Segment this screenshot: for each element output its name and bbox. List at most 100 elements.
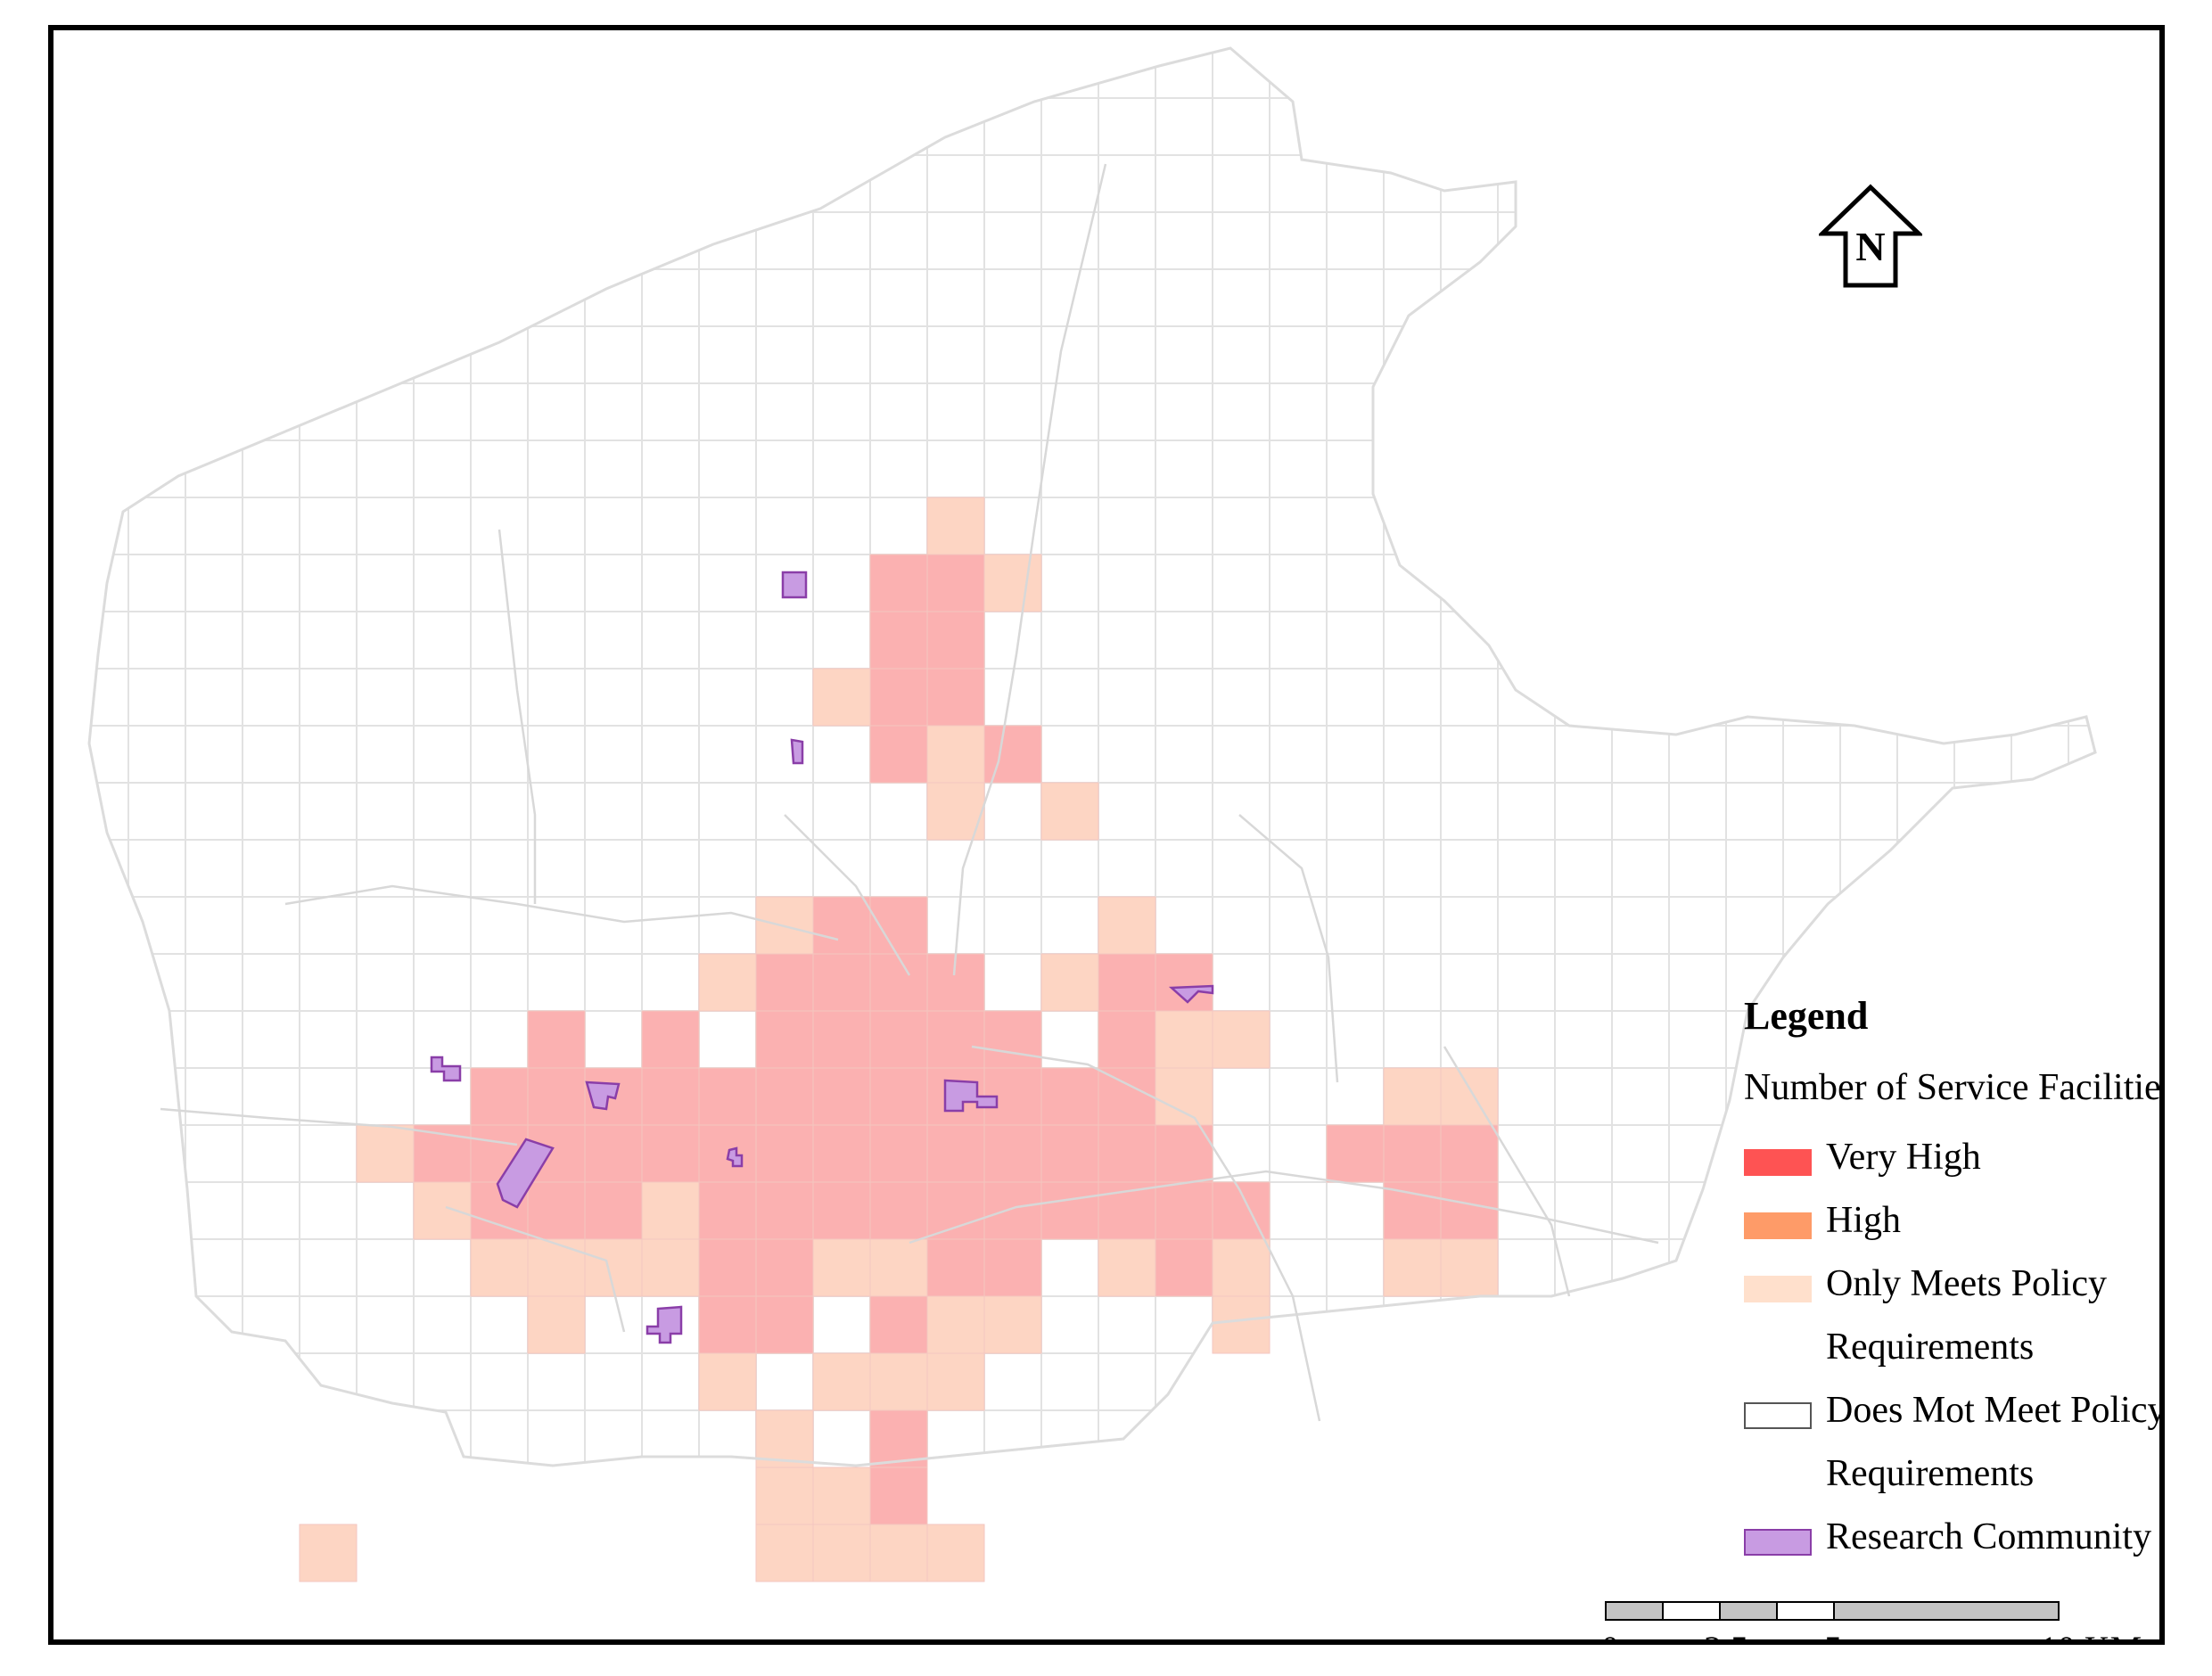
legend-label-research-community: Research Community [1826, 1516, 2152, 1557]
service-cell [926, 1238, 985, 1297]
legend-swatch-research-community [1744, 1529, 1812, 1556]
service-cell [869, 1181, 928, 1240]
research-community-polygon[interactable] [585, 1080, 621, 1111]
service-cell [812, 953, 871, 1012]
service-cell [812, 1124, 871, 1183]
service-cell [755, 953, 814, 1012]
research-community-polygon[interactable] [430, 1056, 462, 1082]
service-cell [1383, 1181, 1442, 1240]
service-cell [1098, 1238, 1156, 1297]
research-community-polygon[interactable] [726, 1146, 744, 1168]
research-community-polygon[interactable] [1168, 984, 1214, 1004]
service-cell [983, 1295, 1042, 1354]
service-cell [641, 1067, 700, 1126]
research-community-polygon[interactable] [943, 1079, 999, 1113]
research-community-polygon[interactable] [496, 1138, 555, 1209]
service-cell [812, 1010, 871, 1069]
service-cell [1440, 1238, 1499, 1297]
service-cell [926, 611, 985, 670]
scale-label-5: 5 [1824, 1628, 1842, 1639]
research-community-polygon[interactable] [790, 738, 804, 765]
service-cell [641, 1181, 700, 1240]
service-cell [299, 1524, 358, 1582]
service-cell [1212, 1010, 1270, 1069]
service-cell [698, 1067, 757, 1126]
service-cell [1155, 1067, 1213, 1126]
service-cell [812, 896, 871, 955]
legend-label-does-not-meet-line1: Does Mot Meet Policy [1826, 1390, 2165, 1431]
service-cell [926, 554, 985, 612]
service-cell [812, 1524, 871, 1582]
service-cell [926, 1124, 985, 1183]
service-cell [1098, 1067, 1156, 1126]
map-frame: N Legend Number of Service Facilities Ve… [48, 25, 2165, 1645]
service-cell [1440, 1067, 1499, 1126]
service-cell [1155, 1124, 1213, 1183]
service-cell [926, 497, 985, 555]
service-cell [527, 1238, 586, 1297]
service-cell [926, 1181, 985, 1240]
service-cell [869, 1010, 928, 1069]
service-cell [1040, 1124, 1099, 1183]
service-cell [641, 1124, 700, 1183]
service-cell [755, 1466, 814, 1525]
service-cell [755, 1295, 814, 1354]
service-cell [983, 1181, 1042, 1240]
service-cell [869, 668, 928, 727]
service-cell [869, 554, 928, 612]
service-cell [1383, 1124, 1442, 1183]
service-cell [755, 1010, 814, 1069]
legend-swatch-very-high [1744, 1149, 1812, 1176]
service-cell [1155, 1181, 1213, 1240]
service-cell [1040, 1067, 1099, 1126]
service-cell [812, 1067, 871, 1126]
service-cell [1098, 953, 1156, 1012]
service-cell [527, 1295, 586, 1354]
service-cell [641, 1010, 700, 1069]
service-cell [527, 1010, 586, 1069]
service-cell [983, 1238, 1042, 1297]
service-cell [869, 1238, 928, 1297]
study-area-boundary [87, 46, 2097, 1467]
research-community-polygon[interactable] [781, 571, 808, 599]
legend-title: Legend [1744, 994, 1869, 1038]
service-cell [869, 1124, 928, 1183]
road-network [160, 163, 1659, 1422]
service-cell [812, 1238, 871, 1297]
service-cell [1212, 1295, 1270, 1354]
service-cell [698, 1352, 757, 1411]
legend-swatch-high [1744, 1212, 1812, 1239]
service-cell [926, 1524, 985, 1582]
service-cell [698, 1238, 757, 1297]
service-cell [926, 725, 985, 784]
scale-segment-2 [1662, 1601, 1721, 1621]
service-cell [527, 1067, 586, 1126]
service-cell [1155, 1238, 1213, 1297]
service-cell [698, 1295, 757, 1354]
service-cell [869, 953, 928, 1012]
service-cell [869, 1067, 928, 1126]
service-cell [926, 1352, 985, 1411]
service-cell [812, 668, 871, 727]
service-cell [926, 668, 985, 727]
service-cell [356, 1124, 415, 1183]
service-cell [983, 554, 1042, 612]
service-cell [527, 1181, 586, 1240]
service-cell [1098, 1010, 1156, 1069]
research-community-polygon[interactable] [646, 1305, 683, 1344]
service-cell [869, 1409, 928, 1468]
scale-segment-5 [1833, 1601, 2060, 1621]
service-cell [812, 1466, 871, 1525]
service-cell [1440, 1181, 1499, 1240]
service-cell [983, 1124, 1042, 1183]
service-cell [1326, 1124, 1385, 1183]
legend-subtitle: Number of Service Facilities [1744, 1067, 2165, 1108]
service-cell [1212, 1238, 1270, 1297]
service-cell [869, 1466, 928, 1525]
service-cell [983, 725, 1042, 784]
legend-label-only-meets-line2: Requirements [1826, 1327, 2035, 1368]
service-cell [755, 1524, 814, 1582]
map-canvas[interactable] [53, 30, 2159, 1639]
scale-label-0: 0 [1601, 1628, 1619, 1639]
service-cell [926, 1010, 985, 1069]
